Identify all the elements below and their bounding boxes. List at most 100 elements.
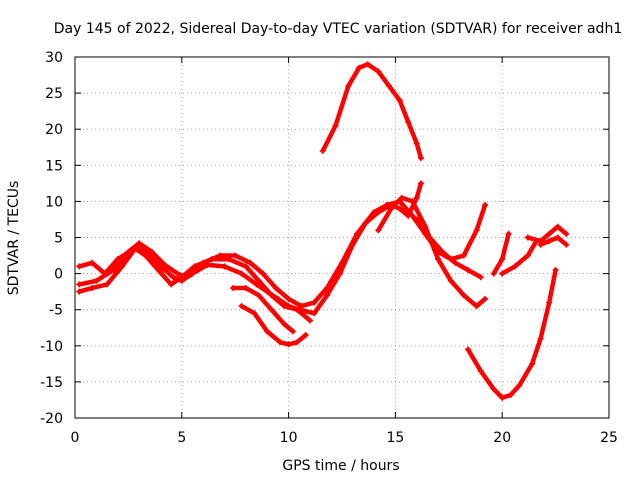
y-tick-label: 5 [54,231,63,247]
data-point-trace-f [375,68,382,75]
chart-title: Day 145 of 2022, Sidereal Day-to-day VTE… [54,21,622,37]
data-point-trace-b [473,227,480,234]
series-trace-f [320,61,424,161]
data-series [76,61,570,401]
data-point-trace-k [552,266,559,273]
data-point-trace-a [418,180,425,187]
data-point-trace-c [168,281,175,288]
data-point-trace-b [311,299,318,306]
data-point-trace-b [383,202,390,209]
data-point-trace-k [516,382,523,389]
data-point-trace-f [418,155,425,162]
series-trace-j [499,238,539,276]
data-point-trace-i [505,230,512,237]
data-point-trace-b [259,270,266,277]
data-point-trace-j [524,252,531,259]
data-point-trace-e [238,303,245,310]
y-tick-label: 25 [45,86,63,102]
data-point-trace-d [289,328,296,335]
data-point-trace-b [174,270,181,277]
data-point-trace-k [477,368,484,375]
data-point-trace-j [512,263,519,270]
y-tick-label: 0 [54,267,63,283]
data-point-trace-m [554,234,561,241]
x-tick-label: 5 [177,430,186,446]
y-tick-label: -20 [40,411,63,427]
y-tick-label: 20 [45,122,63,138]
data-point-trace-b [409,212,416,219]
data-point-trace-b [324,285,331,292]
data-point-trace-j [499,270,506,277]
data-point-trace-a [104,281,111,288]
data-point-trace-h [439,248,446,255]
data-point-trace-f [356,64,363,71]
data-point-trace-a [118,263,125,270]
data-point-trace-l [546,230,553,237]
data-point-trace-k [546,299,553,306]
series-trace-i [491,231,511,276]
series-trace-m [538,235,569,247]
data-point-trace-b [353,230,360,237]
series-trace-h [414,217,484,280]
data-point-trace-c [178,274,185,281]
data-point-trace-d [230,285,237,292]
x-tick-label: 0 [71,430,80,446]
data-point-trace-g [409,198,416,205]
data-point-trace-c [255,277,262,284]
data-point-trace-h [413,216,420,223]
y-tick-label: 10 [45,194,63,210]
data-point-trace-c [89,259,96,266]
data-point-trace-i [490,270,497,277]
data-point-trace-g [460,292,467,299]
data-point-trace-k [507,391,514,398]
data-point-trace-f [413,140,420,147]
x-axis-label: GPS time / hours [282,458,399,474]
data-point-trace-b [148,248,155,255]
data-point-trace-g [398,194,405,201]
data-point-trace-b [232,252,239,259]
data-point-trace-d [242,285,249,292]
data-point-trace-e [264,328,271,335]
data-point-trace-k [465,346,472,353]
data-point-trace-b [93,277,100,284]
data-point-trace-e [302,331,309,338]
data-point-trace-f [319,147,326,154]
data-point-trace-b [272,285,279,292]
data-point-trace-c [268,292,275,299]
data-point-trace-a [89,285,96,292]
x-tick-label: 25 [600,430,618,446]
data-point-trace-g [473,303,480,310]
data-point-trace-m [546,238,553,245]
y-tick-label: 15 [45,158,63,174]
data-point-trace-b [285,295,292,302]
data-point-trace-b [76,281,83,288]
data-point-trace-b [460,252,467,259]
data-point-trace-c [306,317,313,324]
data-point-trace-c [294,306,301,313]
data-point-trace-f [332,122,339,129]
data-point-trace-b [247,259,254,266]
data-point-trace-a [253,281,260,288]
x-tick-label: 20 [493,430,511,446]
data-point-trace-a [413,194,420,201]
data-point-trace-h [426,234,433,241]
data-point-trace-k [499,394,506,401]
data-point-trace-f [385,82,392,89]
y-axis-label: SDTVAR / TECUs [6,181,22,296]
data-point-trace-k [529,360,536,367]
data-point-trace-k [537,335,544,342]
axis-ticks: 0 5 10 15 20 25 -20 -15 -10 -5 0 5 10 15 20 25 30 [40,50,618,446]
data-point-trace-g [482,295,489,302]
data-point-trace-b [136,240,143,247]
data-point-trace-a [76,288,83,295]
data-point-trace-e [294,339,301,346]
data-point-trace-l [554,223,561,230]
data-point-trace-f [345,82,352,89]
data-point-trace-c [114,256,121,263]
data-point-trace-a [170,274,177,281]
data-point-trace-f [396,97,403,104]
data-point-trace-c [155,266,162,273]
data-point-trace-b [298,303,305,310]
data-point-trace-a [324,292,331,299]
data-point-trace-h [465,266,472,273]
